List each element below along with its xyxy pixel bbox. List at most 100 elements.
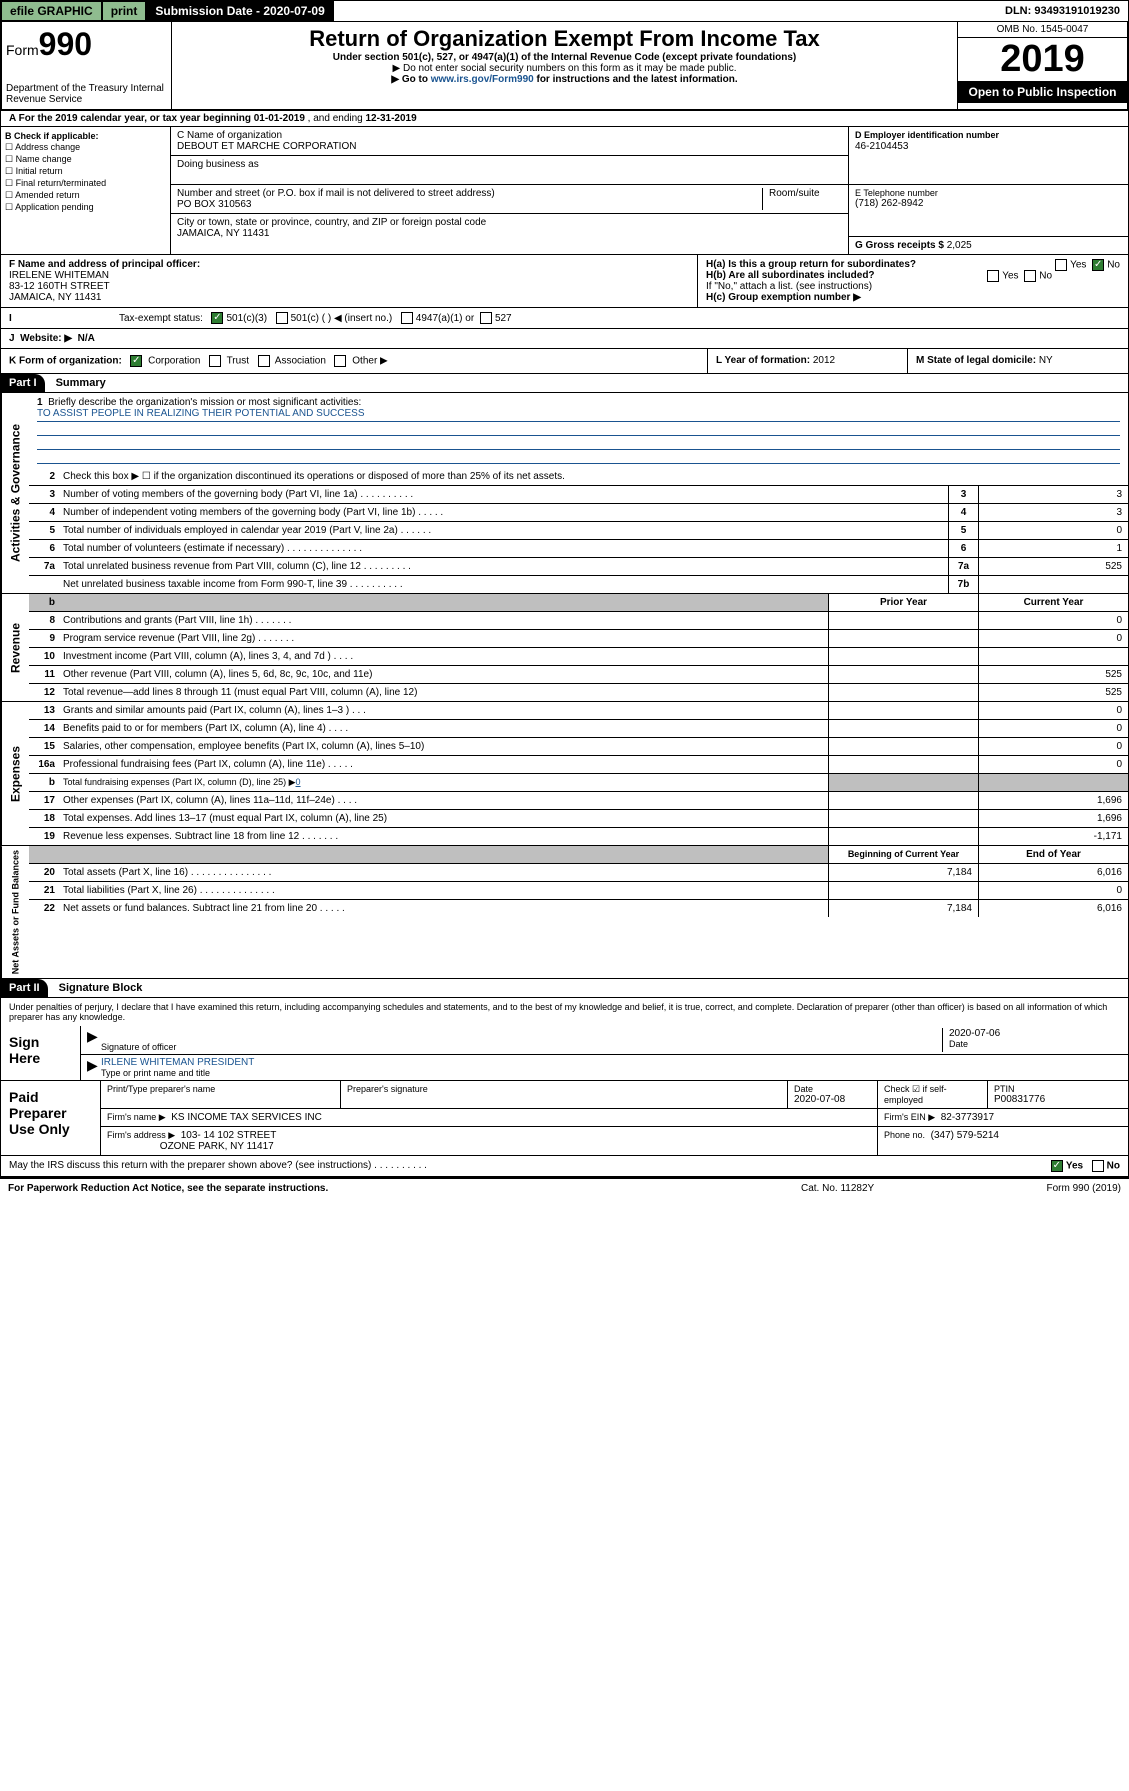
i-4947-cb[interactable]: [401, 312, 413, 324]
hb-no-cb[interactable]: [1024, 270, 1036, 282]
firm-phone-cell: Phone no. (347) 579-5214: [878, 1127, 1128, 1155]
f-addr2: JAMAICA, NY 11431: [9, 292, 101, 303]
line-6-desc: Total number of volunteers (estimate if …: [59, 540, 948, 557]
k-corp-cb[interactable]: ✓: [130, 355, 142, 367]
line-10-py: [828, 648, 978, 665]
discuss-yesno: ✓Yes No: [1048, 1160, 1120, 1172]
irs-link[interactable]: www.irs.gov/Form990: [431, 74, 534, 85]
col-l: L Year of formation: 2012: [708, 349, 908, 373]
footer-last: For Paperwork Reduction Act Notice, see …: [0, 1177, 1129, 1198]
i-label: I: [9, 313, 119, 324]
line-7b: Net unrelated business taxable income fr…: [29, 576, 1128, 593]
line-8-desc: Contributions and grants (Part VIII, lin…: [59, 612, 828, 629]
prep-date-cell: Date 2020-07-08: [788, 1081, 878, 1108]
col-h: H(a) Is this a group return for subordin…: [698, 255, 1128, 307]
rev-header: b Prior Year Current Year: [29, 594, 1128, 612]
line-15-num: 15: [29, 738, 59, 755]
vtab-net-assets: Net Assets or Fund Balances: [1, 846, 29, 978]
line-8: 8 Contributions and grants (Part VIII, l…: [29, 612, 1128, 630]
i-501c-cb[interactable]: [276, 312, 288, 324]
line-7b-val: [978, 576, 1128, 593]
col-b-header: B Check if applicable:: [5, 131, 99, 141]
room-label: Room/suite: [769, 188, 842, 199]
line-8-py: [828, 612, 978, 629]
chk-final-return[interactable]: ☐ Final return/terminated: [5, 178, 166, 189]
line-16a-desc: Professional fundraising fees (Part IX, …: [59, 756, 828, 773]
mission-blank-1: [37, 422, 1120, 436]
line-7a-num: 7a: [29, 558, 59, 575]
i-501c: 501(c) ( ) ◀ (insert no.): [291, 313, 393, 324]
rev-hdr-num: b: [29, 594, 59, 611]
part-i-header: Part I Summary: [0, 374, 1129, 393]
k-other: Other ▶: [352, 356, 387, 367]
firm-name-label: Firm's name ▶: [107, 1112, 166, 1122]
line-18: 18 Total expenses. Add lines 13–17 (must…: [29, 810, 1128, 828]
cat-no: Cat. No. 11282Y: [801, 1183, 981, 1194]
line-9-num: 9: [29, 630, 59, 647]
k-assoc-cb[interactable]: [258, 355, 270, 367]
chk-amended[interactable]: ☐ Amended return: [5, 190, 166, 201]
line-9-py: [828, 630, 978, 647]
line-16b: b Total fundraising expenses (Part IX, c…: [29, 774, 1128, 792]
line-3-val: 3: [978, 486, 1128, 503]
ha-no-cb[interactable]: ✓: [1092, 259, 1104, 271]
line-13-num: 13: [29, 702, 59, 719]
k-label: K Form of organization:: [9, 356, 122, 367]
firm-phone: (347) 579-5214: [931, 1130, 999, 1141]
chk-final-return-lbl: Final return/terminated: [16, 178, 107, 188]
chk-address-change[interactable]: ☐ Address change: [5, 142, 166, 153]
j-value: N/A: [78, 333, 95, 344]
form-num: 990: [39, 26, 92, 62]
line-11-py: [828, 666, 978, 683]
k-assoc: Association: [275, 356, 326, 367]
line-15-cy: 0: [978, 738, 1128, 755]
section-activities-governance: Activities & Governance 1 Briefly descri…: [0, 393, 1129, 594]
net-body: Beginning of Current Year End of Year 20…: [29, 846, 1128, 978]
line-11-num: 11: [29, 666, 59, 683]
header-center: Return of Organization Exempt From Incom…: [172, 22, 957, 109]
col-c: C Name of organization DEBOUT ET MARCHE …: [171, 127, 848, 254]
form-title: Return of Organization Exempt From Incom…: [180, 26, 949, 52]
print-button[interactable]: print: [102, 1, 147, 21]
line-2-num: 2: [29, 468, 59, 485]
line-7a-box: 7a: [948, 558, 978, 575]
efile-button[interactable]: efile GRAPHIC: [1, 1, 102, 21]
part-i-label: Part I: [1, 374, 45, 392]
chk-application-pending[interactable]: ☐ Application pending: [5, 202, 166, 213]
header-right: OMB No. 1545-0047 2019 Open to Public In…: [957, 22, 1127, 109]
firm-name-cell: Firm's name ▶ KS INCOME TAX SERVICES INC: [101, 1109, 878, 1126]
col-f: F Name and address of principal officer:…: [1, 255, 698, 307]
chk-initial-return-lbl: Initial return: [16, 166, 63, 176]
i-501c3-cb[interactable]: ✓: [211, 312, 223, 324]
line-19-py: [828, 828, 978, 845]
line-1: 1 Briefly describe the organization's mi…: [29, 393, 1128, 468]
prep-ptin: P00831776: [994, 1094, 1122, 1105]
line-21-cy: 0: [978, 882, 1128, 899]
line-19-cy: -1,171: [978, 828, 1128, 845]
line-7b-desc: Net unrelated business taxable income fr…: [59, 576, 948, 593]
col-dg: D Employer identification number 46-2104…: [848, 127, 1128, 254]
city-cell: City or town, state or province, country…: [171, 214, 848, 242]
line-7b-box: 7b: [948, 576, 978, 593]
line-14-cy: 0: [978, 720, 1128, 737]
form-prefix: Form: [6, 42, 39, 58]
mission-text: TO ASSIST PEOPLE IN REALIZING THEIR POTE…: [37, 408, 1120, 422]
line-16a-num: 16a: [29, 756, 59, 773]
line-3-num: 3: [29, 486, 59, 503]
net-hdr-num: [29, 846, 59, 863]
discuss-no-cb[interactable]: [1092, 1160, 1104, 1172]
line-16b-desc: Total fundraising expenses (Part IX, col…: [59, 774, 828, 791]
discuss-yes-cb[interactable]: ✓: [1051, 1160, 1063, 1172]
chk-initial-return[interactable]: ☐ Initial return: [5, 166, 166, 177]
chk-name-change[interactable]: ☐ Name change: [5, 154, 166, 165]
hb-yes-cb[interactable]: [987, 270, 999, 282]
form-header: Form990 Department of the Treasury Inter…: [0, 22, 1129, 111]
tax-year: 2019: [958, 38, 1127, 81]
line-21: 21 Total liabilities (Part X, line 26) .…: [29, 882, 1128, 900]
i-527-cb[interactable]: [480, 312, 492, 324]
k-trust-cb[interactable]: [209, 355, 221, 367]
k-other-cb[interactable]: [334, 355, 346, 367]
ha-yes-cb[interactable]: [1055, 259, 1067, 271]
ein: 46-2104453: [855, 141, 1122, 152]
header-left: Form990 Department of the Treasury Inter…: [2, 22, 172, 109]
